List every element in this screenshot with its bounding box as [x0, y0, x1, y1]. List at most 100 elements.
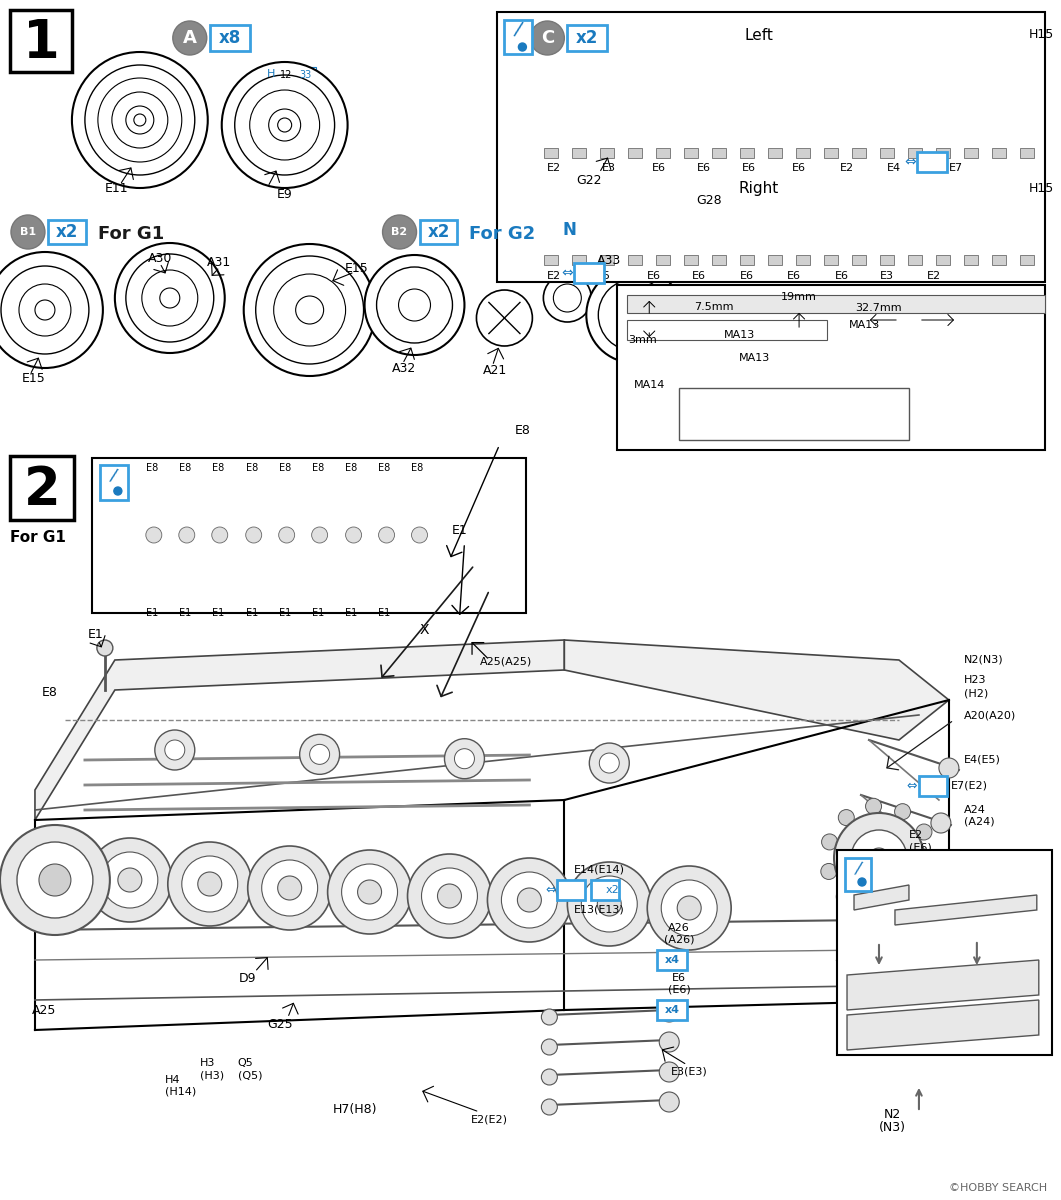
Circle shape	[412, 527, 428, 542]
Circle shape	[383, 215, 417, 248]
Circle shape	[751, 108, 765, 121]
Text: E3: E3	[880, 271, 894, 281]
Polygon shape	[539, 50, 1039, 155]
Polygon shape	[963, 148, 978, 158]
Circle shape	[274, 274, 346, 346]
Text: MA13: MA13	[782, 413, 813, 422]
Circle shape	[863, 901, 879, 917]
FancyBboxPatch shape	[100, 464, 128, 500]
Text: E8: E8	[412, 463, 423, 473]
Polygon shape	[852, 254, 866, 265]
Text: G28: G28	[696, 193, 721, 206]
Text: x2: x2	[605, 886, 619, 895]
FancyBboxPatch shape	[627, 295, 1045, 313]
Circle shape	[685, 334, 713, 362]
FancyBboxPatch shape	[568, 25, 607, 50]
FancyBboxPatch shape	[657, 950, 688, 970]
Polygon shape	[847, 960, 1039, 1010]
Text: E8: E8	[42, 686, 58, 700]
Circle shape	[173, 20, 207, 55]
Text: E1: E1	[245, 608, 258, 618]
Polygon shape	[880, 254, 894, 265]
Text: E2: E2	[547, 163, 561, 173]
Text: (H3): (H3)	[199, 1070, 224, 1080]
Circle shape	[597, 892, 622, 916]
Polygon shape	[796, 254, 810, 265]
Circle shape	[834, 814, 924, 902]
Circle shape	[256, 256, 364, 364]
Circle shape	[88, 838, 172, 922]
Circle shape	[445, 739, 485, 779]
Circle shape	[168, 842, 251, 926]
Polygon shape	[572, 148, 587, 158]
Polygon shape	[768, 254, 782, 265]
Polygon shape	[936, 148, 950, 158]
Text: 19mm: 19mm	[781, 292, 817, 302]
Text: A30: A30	[147, 252, 172, 264]
FancyBboxPatch shape	[210, 25, 249, 50]
Text: C: C	[541, 29, 554, 47]
Circle shape	[246, 527, 262, 542]
Text: E8: E8	[515, 424, 530, 437]
Circle shape	[181, 856, 238, 912]
Polygon shape	[908, 148, 922, 158]
Text: E1: E1	[379, 608, 390, 618]
Circle shape	[966, 287, 1002, 323]
Circle shape	[659, 1062, 679, 1082]
Polygon shape	[684, 148, 698, 158]
Circle shape	[598, 278, 671, 350]
Text: E8: E8	[145, 463, 158, 473]
Circle shape	[530, 20, 564, 55]
FancyBboxPatch shape	[679, 388, 909, 440]
Text: A33: A33	[597, 253, 622, 266]
Text: E1: E1	[312, 608, 324, 618]
Text: E6: E6	[835, 271, 849, 281]
Text: ⇔: ⇔	[545, 883, 556, 896]
Circle shape	[595, 96, 623, 124]
Circle shape	[164, 740, 185, 760]
Text: H15: H15	[1029, 29, 1054, 42]
Polygon shape	[936, 254, 950, 265]
Circle shape	[145, 527, 162, 542]
Circle shape	[892, 898, 908, 913]
Text: E6: E6	[793, 163, 806, 173]
Polygon shape	[601, 254, 614, 265]
Circle shape	[155, 730, 195, 770]
Circle shape	[568, 862, 651, 946]
Circle shape	[915, 923, 935, 943]
Text: E11: E11	[105, 181, 128, 194]
Circle shape	[310, 744, 330, 764]
Circle shape	[758, 133, 771, 146]
Circle shape	[222, 62, 348, 188]
Text: (A26): (A26)	[664, 935, 695, 946]
Circle shape	[102, 852, 158, 908]
FancyBboxPatch shape	[917, 152, 946, 172]
Polygon shape	[712, 148, 726, 158]
Circle shape	[649, 120, 663, 134]
Text: E1: E1	[145, 608, 158, 618]
Circle shape	[98, 78, 181, 162]
Text: E6: E6	[692, 271, 707, 281]
Circle shape	[554, 284, 581, 312]
Circle shape	[543, 90, 558, 104]
Circle shape	[377, 266, 452, 343]
Circle shape	[365, 254, 465, 355]
Text: A31: A31	[207, 256, 231, 269]
Text: E8: E8	[245, 463, 258, 473]
Circle shape	[379, 527, 395, 542]
Circle shape	[851, 830, 907, 886]
Text: (H2): (H2)	[963, 688, 988, 698]
Circle shape	[299, 734, 340, 774]
Circle shape	[487, 858, 571, 942]
Text: E2: E2	[927, 271, 941, 281]
Text: H7(H8): H7(H8)	[332, 1104, 377, 1116]
Text: E6: E6	[742, 163, 756, 173]
Circle shape	[923, 850, 939, 866]
Text: ⇔: ⇔	[907, 780, 917, 792]
Polygon shape	[992, 254, 1006, 265]
FancyBboxPatch shape	[574, 263, 605, 283]
Circle shape	[581, 876, 638, 932]
Text: E1: E1	[88, 629, 104, 642]
Text: (Q5): (Q5)	[238, 1070, 262, 1080]
Circle shape	[114, 487, 122, 494]
